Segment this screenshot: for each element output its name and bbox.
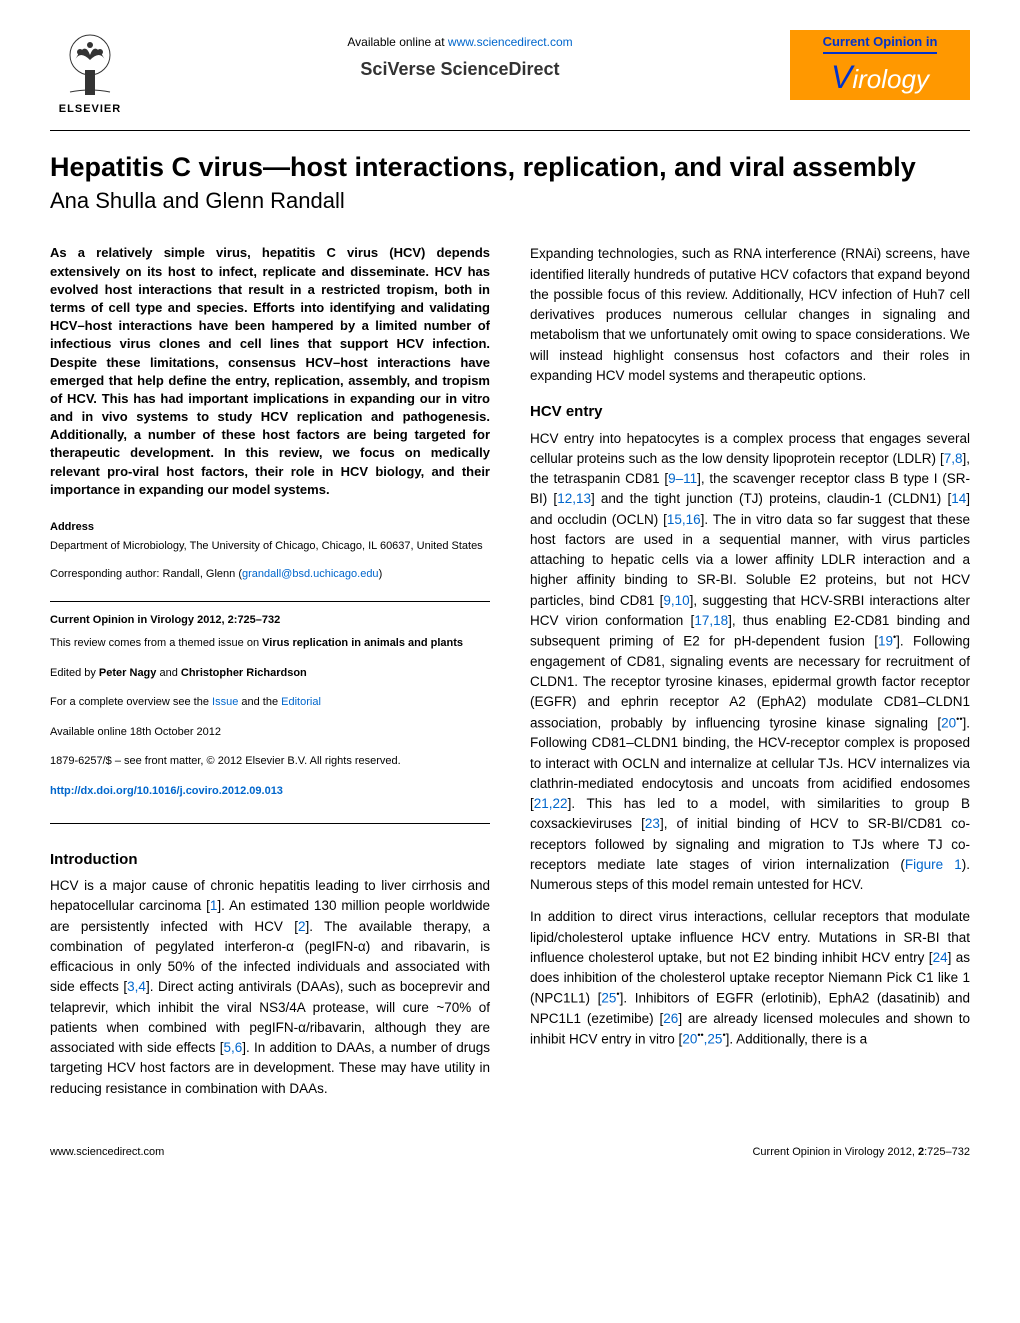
footer-right: Current Opinion in Virology 2012, 2:725–… <box>752 1146 970 1158</box>
journal-logo: Current Opinion in Virology <box>790 30 970 100</box>
copyright: 1879-6257/$ – see front matter, © 2012 E… <box>50 753 490 771</box>
elsevier-label: ELSEVIER <box>59 103 121 115</box>
ref-link[interactable]: 19 <box>878 634 893 649</box>
ref-link[interactable]: 23 <box>645 816 660 831</box>
ref-link[interactable]: 15,16 <box>667 512 701 527</box>
right-column: Expanding technologies, such as RNA inte… <box>530 244 970 1111</box>
intro-paragraph: HCV is a major cause of chronic hepatiti… <box>50 876 490 1099</box>
available-online: Available online at www.sciencedirect.co… <box>130 35 790 49</box>
citation: Current Opinion in Virology 2012, 2:725–… <box>50 612 490 630</box>
ref-link[interactable]: 5,6 <box>224 1040 243 1055</box>
address-text: Department of Microbiology, The Universi… <box>50 538 490 555</box>
hcv-entry-p1: HCV entry into hepatocytes is a complex … <box>530 429 970 896</box>
expanding-tech-paragraph: Expanding technologies, such as RNA inte… <box>530 244 970 386</box>
editorial-link[interactable]: Editorial <box>281 696 321 708</box>
page-header: ELSEVIER Available online at www.science… <box>50 30 970 131</box>
page-footer: www.sciencedirect.com Current Opinion in… <box>50 1141 970 1158</box>
sciverse-title: SciVerse ScienceDirect <box>130 59 790 80</box>
ref-link[interactable]: 17,18 <box>694 613 728 628</box>
left-column: As a relatively simple virus, hepatitis … <box>50 244 490 1111</box>
ref-link[interactable]: 20 <box>941 715 956 730</box>
center-header: Available online at www.sciencedirect.co… <box>130 30 790 80</box>
address-heading: Address <box>50 519 490 536</box>
abstract: As a relatively simple virus, hepatitis … <box>50 244 490 499</box>
elsevier-tree-icon <box>55 30 125 100</box>
ref-link[interactable]: 9–11 <box>668 471 697 486</box>
edited-by: Edited by Peter Nagy and Christopher Ric… <box>50 665 490 683</box>
themed-issue: This review comes from a themed issue on… <box>50 635 490 653</box>
overview-links: For a complete overview see the Issue an… <box>50 694 490 712</box>
article-title: Hepatitis C virus—host interactions, rep… <box>50 151 970 183</box>
info-box: Current Opinion in Virology 2012, 2:725–… <box>50 601 490 824</box>
issue-link[interactable]: Issue <box>212 696 238 708</box>
ref-link[interactable]: 14 <box>951 491 966 506</box>
correspondence: Corresponding author: Randall, Glenn (gr… <box>50 566 490 583</box>
ref-link[interactable]: 20 <box>682 1032 697 1047</box>
introduction-heading: Introduction <box>50 849 490 872</box>
ref-link[interactable]: 2 <box>298 919 306 934</box>
ref-link[interactable]: 21,22 <box>534 796 568 811</box>
corresponding-email-link[interactable]: grandall@bsd.uchicago.edu <box>242 568 379 580</box>
doi-link[interactable]: http://dx.doi.org/10.1016/j.coviro.2012.… <box>50 785 283 797</box>
two-column-body: As a relatively simple virus, hepatitis … <box>50 244 970 1111</box>
ref-link[interactable]: 26 <box>663 1011 678 1026</box>
ref-link[interactable]: 12,13 <box>557 491 591 506</box>
ref-link[interactable]: 7,8 <box>944 451 963 466</box>
ref-link[interactable]: 9,10 <box>663 593 689 608</box>
sciencedirect-link[interactable]: www.sciencedirect.com <box>448 35 573 49</box>
journal-logo-top: Current Opinion in <box>823 34 938 54</box>
ref-link[interactable]: 25 <box>601 991 616 1006</box>
hcv-entry-heading: HCV entry <box>530 401 970 424</box>
ref-link[interactable]: ,25 <box>704 1032 723 1047</box>
ref-link[interactable]: 24 <box>933 950 948 965</box>
elsevier-logo: ELSEVIER <box>50 30 130 115</box>
footer-left: www.sciencedirect.com <box>50 1146 164 1158</box>
article-authors: Ana Shulla and Glenn Randall <box>50 188 970 214</box>
hcv-entry-p2: In addition to direct virus interactions… <box>530 907 970 1050</box>
ref-link[interactable]: 3,4 <box>127 979 146 994</box>
available-online-date: Available online 18th October 2012 <box>50 724 490 742</box>
figure-link[interactable]: Figure 1 <box>905 857 962 872</box>
journal-logo-bottom: Virology <box>831 59 929 96</box>
